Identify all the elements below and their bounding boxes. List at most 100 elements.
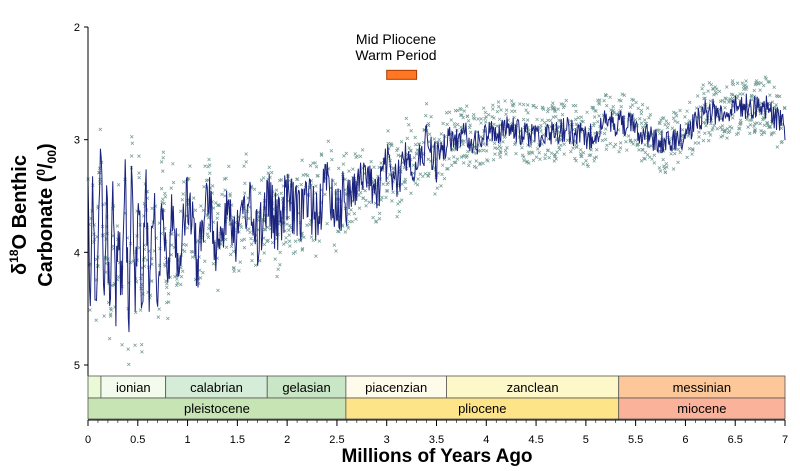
scatter-point bbox=[493, 152, 497, 156]
scatter-point bbox=[424, 102, 429, 106]
scatter-point bbox=[478, 161, 482, 165]
scatter-point bbox=[752, 88, 757, 93]
scatter-point bbox=[247, 216, 251, 221]
scatter-point bbox=[396, 202, 400, 206]
scatter-point bbox=[397, 209, 402, 214]
scatter-point bbox=[415, 182, 420, 187]
scatter-point bbox=[139, 342, 144, 347]
scatter-point bbox=[665, 165, 669, 169]
scatter-point bbox=[488, 138, 492, 142]
scatter-point bbox=[459, 155, 464, 159]
x-tick-label: 0 bbox=[85, 434, 91, 446]
scatter-point bbox=[476, 117, 480, 121]
scatter-point bbox=[293, 250, 298, 254]
scatter-point bbox=[690, 147, 695, 151]
stage-bands: ionian calabrian gelasian piacenzian zanclea… bbox=[87, 375, 786, 399]
scatter-point bbox=[399, 140, 404, 144]
scatter-point bbox=[444, 111, 449, 115]
scatter-point bbox=[687, 100, 692, 105]
scatter-point bbox=[179, 274, 184, 279]
scatter-point bbox=[604, 147, 609, 152]
scatter-point bbox=[581, 119, 585, 124]
scatter-point bbox=[210, 184, 215, 188]
scatter-point bbox=[409, 128, 413, 133]
scatter-point bbox=[343, 230, 348, 234]
scatter-point bbox=[163, 191, 167, 196]
scatter-point bbox=[284, 236, 288, 240]
scatter-point bbox=[163, 195, 168, 199]
scatter-point bbox=[496, 100, 501, 104]
scatter-point bbox=[772, 85, 776, 90]
scatter-point bbox=[262, 242, 267, 247]
scatter-point bbox=[396, 147, 400, 151]
scatter-point bbox=[472, 164, 477, 169]
scatter-point bbox=[367, 200, 372, 205]
warm-period-marker bbox=[386, 69, 418, 80]
scatter-point bbox=[565, 138, 570, 142]
scatter-point bbox=[538, 157, 542, 162]
scatter-point bbox=[649, 143, 653, 148]
x-tick-label: 5 bbox=[583, 434, 589, 446]
scatter-point bbox=[497, 117, 502, 122]
scatter-point bbox=[562, 103, 567, 108]
scatter-point bbox=[633, 138, 638, 143]
scatter-point bbox=[432, 137, 437, 141]
scatter-point bbox=[203, 259, 207, 263]
scatter-point bbox=[242, 164, 246, 168]
scatter-point bbox=[739, 120, 743, 125]
scatter-point bbox=[441, 121, 445, 126]
scatter-point bbox=[652, 153, 657, 157]
scatter-point bbox=[133, 310, 138, 315]
scatter-point bbox=[267, 165, 272, 170]
scatter-point bbox=[165, 285, 169, 290]
scatter-point bbox=[407, 146, 411, 150]
scatter-point bbox=[150, 206, 154, 211]
scatter-point bbox=[637, 116, 642, 121]
scatter-point bbox=[316, 173, 320, 178]
y-ticks: 2 3 4 5 bbox=[74, 22, 88, 372]
scatter-point bbox=[481, 142, 486, 146]
scatter-point bbox=[249, 242, 254, 246]
annotation-line2: Warm Period bbox=[355, 47, 436, 63]
scatter-point bbox=[169, 186, 174, 190]
scatter-point bbox=[198, 268, 202, 273]
stage-label: zanclean bbox=[507, 380, 559, 395]
scatter-point bbox=[731, 82, 736, 87]
scatter-point bbox=[384, 189, 389, 193]
scatter-point bbox=[374, 220, 378, 224]
scatter-point bbox=[553, 109, 557, 114]
scatter-point bbox=[709, 82, 714, 87]
x-ticks: 0 0.5 1 1.5 2 2.5 3 3.5 4 4.5 5 5.5 6 6.5 7 bbox=[85, 420, 788, 446]
scatter-point bbox=[752, 129, 757, 134]
scatter-point bbox=[676, 160, 680, 165]
scatter-point bbox=[300, 248, 305, 252]
scatter-point bbox=[481, 161, 485, 166]
scatter-point bbox=[181, 192, 185, 196]
scatter-point bbox=[618, 146, 623, 150]
scatter-point bbox=[738, 121, 743, 126]
scatter-point bbox=[127, 362, 131, 367]
scatter-point bbox=[652, 161, 657, 165]
scatter-point bbox=[472, 116, 477, 121]
scatter-point bbox=[628, 139, 633, 143]
scatter-point bbox=[735, 94, 740, 98]
scatter-point bbox=[767, 80, 772, 84]
scatter-point bbox=[637, 148, 641, 152]
scatter-point bbox=[88, 308, 92, 312]
scatter-point bbox=[171, 161, 175, 166]
scatter-point bbox=[701, 83, 706, 87]
scatter-point bbox=[711, 87, 716, 91]
scatter-point bbox=[330, 157, 334, 162]
scatter-point bbox=[594, 155, 599, 159]
scatter-point bbox=[741, 92, 745, 96]
scatter-point bbox=[529, 150, 534, 154]
scatter-point bbox=[664, 119, 669, 123]
scatter-point bbox=[211, 206, 216, 210]
scatter-point bbox=[165, 281, 169, 286]
scatter-point bbox=[702, 91, 706, 96]
scatter-point bbox=[468, 123, 472, 127]
scatter-point bbox=[263, 228, 268, 232]
scatter-point bbox=[576, 115, 581, 120]
scatter-point bbox=[532, 103, 536, 108]
scatter-point bbox=[639, 111, 644, 116]
